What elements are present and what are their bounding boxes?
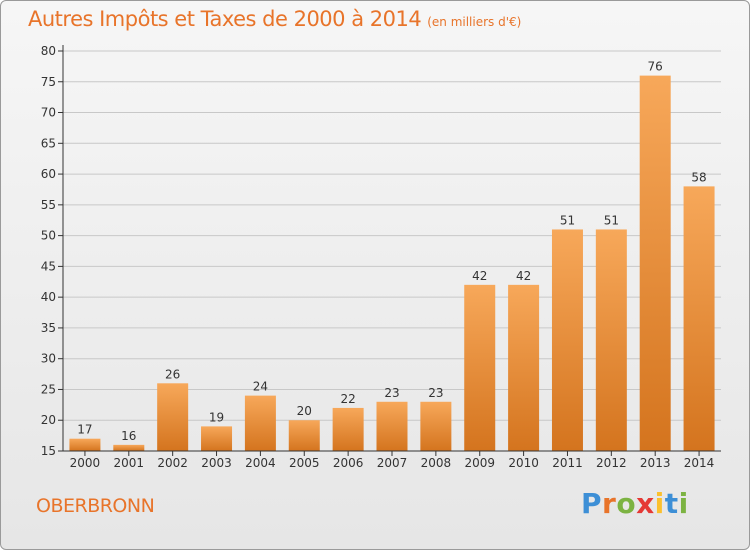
value-label-2008: 23 [428,386,443,400]
value-label-2010: 42 [516,269,531,283]
bar-2007 [376,401,408,451]
bar-2012 [595,229,627,451]
bar-2002 [157,383,189,451]
axes: 15 20 25 30 35 40 45 50 55 60 65 70 75 80 2000 2001 2002… [41,44,721,470]
x-tick-label-2006: 2006 [333,456,364,470]
x-tick-label-2000: 2000 [70,456,101,470]
y-tick-label: 80 [41,44,56,58]
bar-2014 [683,186,715,451]
value-label-2007: 23 [384,386,399,400]
value-label-2002: 26 [165,367,180,381]
value-label-2009: 42 [472,269,487,283]
bar-2005 [288,420,320,451]
x-tick-label-2007: 2007 [377,456,408,470]
y-tick-label: 50 [41,229,56,243]
x-tick-label-2014: 2014 [684,456,715,470]
value-label-2003: 19 [209,410,224,424]
bar-2003 [201,426,233,451]
chart-subtitle: (en milliers d'€) [427,15,522,29]
y-tick-label: 20 [41,413,56,427]
y-tick-label: 35 [41,321,56,335]
y-tick-label: 75 [41,75,56,89]
chart-title: Autres Impôts et Taxes de 2000 à 2014 (en… [28,7,521,31]
bar-2006 [332,407,364,451]
proxiti-logo: Proxiti [581,487,689,520]
x-tick-label-2003: 2003 [201,456,232,470]
x-tick-label-2001: 2001 [114,456,145,470]
commune-name: OBERBRONN [36,495,155,517]
bar-2013 [639,75,671,451]
value-label-2006: 22 [340,392,355,406]
x-tick-label-2005: 2005 [289,456,320,470]
y-tick-label: 15 [41,444,56,458]
y-tick-label: 55 [41,198,56,212]
value-label-2013: 76 [648,60,663,74]
y-tick-label: 65 [41,136,56,150]
bar-2009 [464,284,496,451]
x-tick-label-2013: 2013 [640,456,671,470]
value-label-2001: 16 [121,429,136,443]
x-tick-label-2011: 2011 [552,456,583,470]
y-tick-label: 30 [41,352,56,366]
bar-2008 [420,401,452,451]
y-tick-label: 70 [41,106,56,120]
y-tick-label: 25 [41,382,56,396]
bar-2011 [551,229,583,451]
y-tick-label: 45 [41,259,56,273]
title-text: Autres Impôts et Taxes de 2000 à 2014 [28,7,422,31]
bar-2000 [69,438,101,451]
bars: 17 16 26 19 24 20 22 23 23 42 42 51 51 76 58 [69,60,715,451]
value-label-2004: 24 [253,380,268,394]
value-label-2014: 58 [691,170,706,184]
y-tick-label: 60 [41,167,56,181]
x-tick-label-2010: 2010 [508,456,539,470]
bar-2004 [244,395,276,451]
bar-2001 [113,444,145,451]
value-label-2012: 51 [604,213,619,227]
x-tick-label-2002: 2002 [157,456,188,470]
x-tick-label-2004: 2004 [245,456,276,470]
value-label-2005: 20 [297,404,312,418]
x-tick-label-2008: 2008 [421,456,452,470]
value-label-2000: 17 [77,423,92,437]
value-label-2011: 51 [560,213,575,227]
y-tick-label: 40 [41,290,56,304]
bar-2010 [508,284,540,451]
x-tick-label-2012: 2012 [596,456,627,470]
x-tick-label-2009: 2009 [464,456,495,470]
